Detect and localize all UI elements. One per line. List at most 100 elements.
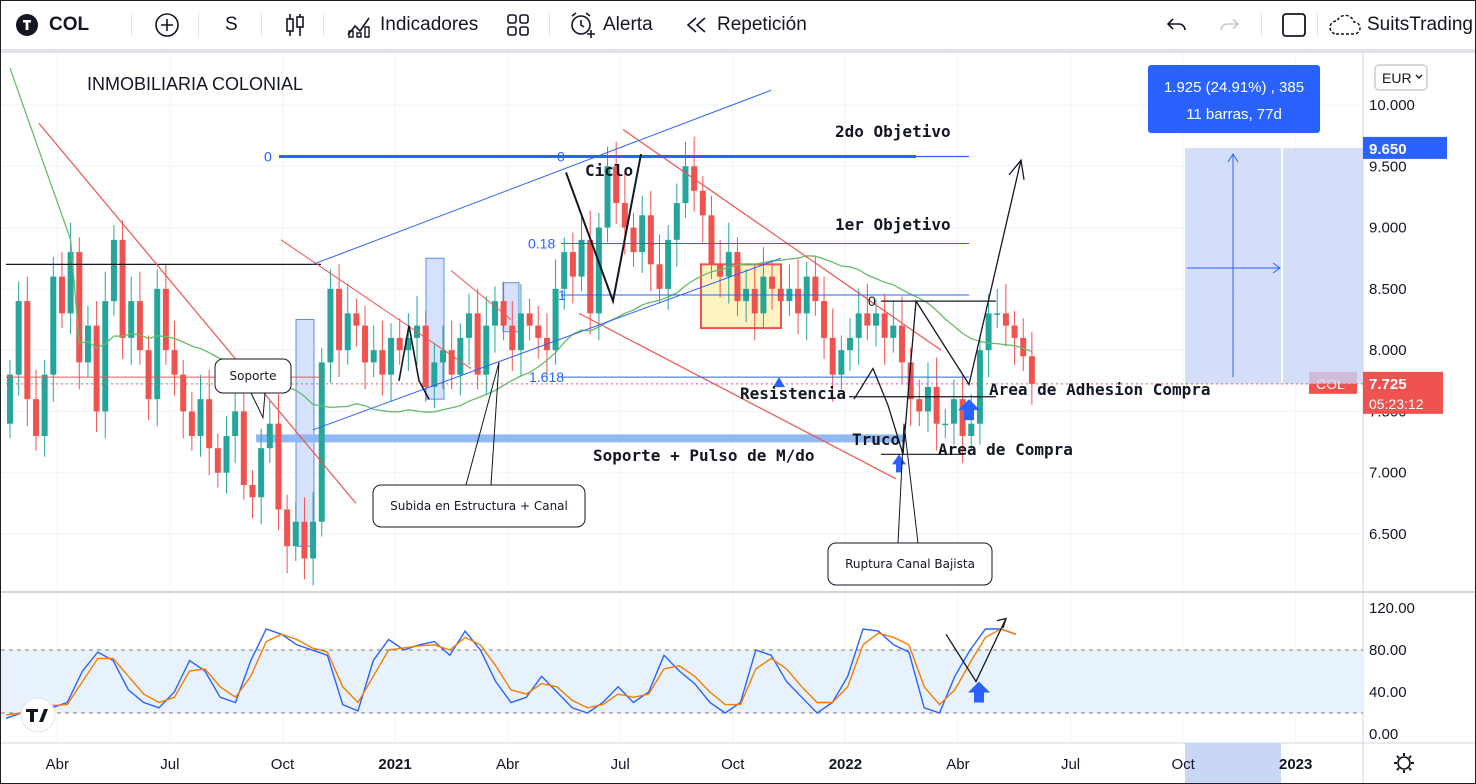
candle-body <box>526 313 533 326</box>
candle-body <box>154 288 161 400</box>
candle-body <box>67 252 74 314</box>
time-tick-label: Abr <box>946 756 969 773</box>
stochastic-axis[interactable]: 0.00 40.00 80.00 120.00 <box>1369 600 1415 743</box>
candle-body <box>942 423 949 426</box>
currency-label: EUR <box>1382 70 1412 86</box>
candle-body <box>275 423 282 510</box>
candle-body <box>725 252 732 277</box>
fib-label-0-left: 0 <box>264 148 272 164</box>
grid-icon <box>507 14 529 36</box>
candle-body <box>916 399 923 412</box>
candle-body <box>665 239 672 289</box>
time-tick-label: Jul <box>611 756 630 773</box>
candle-body <box>734 252 741 302</box>
candle-body <box>829 337 836 375</box>
measure-tooltip <box>1148 65 1320 133</box>
undo-button[interactable] <box>1165 1 1189 49</box>
candle-body <box>180 374 187 412</box>
candle-body <box>457 337 464 375</box>
candle-body <box>465 313 472 338</box>
indicators-button[interactable]: Indicadores <box>345 1 478 49</box>
fullscreen-button[interactable] <box>1281 1 1307 49</box>
measure-box: 1.925 (24.91%) , 385 11 barras, 77d <box>1148 65 1320 378</box>
price-tick-label: 9.000 <box>1369 220 1407 237</box>
replay-button[interactable]: Repetición <box>685 1 807 49</box>
chart-area[interactable]: 6.5007.0007.5008.0008.5009.0009.50010.00… <box>1 53 1475 783</box>
callout-subida: Subida en Estructura + Canal <box>372 362 586 528</box>
indicators-icon <box>347 17 370 38</box>
label-area-compra: Area de Compra <box>938 440 1073 459</box>
candle-body <box>327 288 334 363</box>
label-truco: Truco <box>852 430 900 449</box>
time-tick-label: 2021 <box>378 756 411 773</box>
candle-body <box>102 301 109 412</box>
candle-body <box>344 313 351 351</box>
time-tick-label: 2022 <box>829 756 862 773</box>
time-tick-label: Abr <box>496 756 519 773</box>
currency-dropdown[interactable]: EUR <box>1374 64 1428 91</box>
candle-body <box>440 350 446 363</box>
stochastic-projection-arrow <box>945 617 1007 683</box>
candle-body <box>950 399 957 424</box>
price-tick-label: 8.000 <box>1369 342 1407 359</box>
candle-body <box>188 411 195 436</box>
moving-average-line <box>9 67 1033 413</box>
price-axis[interactable]: 6.5007.0007.5008.0008.5009.0009.50010.00… <box>1309 64 1447 543</box>
replay-label: Repetición <box>717 14 807 35</box>
time-axis[interactable]: Abr Jul Oct 2021 Abr Jul Oct 2022 Abr Jul Oct 2023 <box>46 743 1414 783</box>
downtrend-line-3 <box>450 270 512 320</box>
price-tick-label: 6.500 <box>1369 526 1407 543</box>
chart-type-button[interactable] <box>283 1 307 49</box>
stochastic-indicator <box>5 617 1017 733</box>
plus-circle-icon <box>155 13 179 37</box>
settings-gear-icon[interactable] <box>1394 753 1414 773</box>
candle-body <box>206 399 213 449</box>
candle-body <box>864 313 871 326</box>
top-toolbar: COL S Indicadores Alerta Repetición <box>1 1 1475 53</box>
candle-body <box>162 288 169 351</box>
target-price-label: 9.650 <box>1369 141 1407 158</box>
candle-body <box>431 362 438 387</box>
candle-body <box>595 227 602 314</box>
zigzag-1 <box>398 325 430 400</box>
redo-button[interactable] <box>1217 1 1241 49</box>
measure-line-1: 1.925 (24.91%) , 385 <box>1164 79 1304 96</box>
channel-red-lower <box>578 312 897 480</box>
candle-body <box>1028 356 1035 384</box>
interval-button[interactable]: S <box>225 14 238 35</box>
candle-body <box>258 448 265 498</box>
candle-body <box>119 239 126 338</box>
candle-body <box>821 301 828 338</box>
drawings-back <box>1 147 1363 714</box>
candle-body <box>578 239 585 277</box>
candle-body <box>448 350 455 375</box>
time-tick-label: Oct <box>721 756 745 773</box>
projection-path <box>853 160 1022 455</box>
time-tick-label: Oct <box>271 756 295 773</box>
symbol-search[interactable]: COL <box>15 1 89 49</box>
candle-body <box>388 337 395 375</box>
candle-body <box>907 362 914 400</box>
stochastic-tick-label: 0.00 <box>1369 726 1398 743</box>
candle-body <box>561 252 568 289</box>
candle-body <box>1011 325 1018 338</box>
alert-button[interactable]: Alerta <box>567 1 653 49</box>
redo-icon <box>1220 18 1240 31</box>
indicators-label: Indicadores <box>380 14 479 35</box>
labels: INMOBILIARIA COLONIAL 0 0 0.18 1 1.618 0 2do Ob… <box>87 74 1211 465</box>
gear-tooth <box>1408 755 1412 759</box>
candle-body <box>569 252 576 277</box>
measure-line-2: 11 barras, 77d <box>1186 106 1282 123</box>
candle-body <box>483 325 490 375</box>
compare-button[interactable] <box>153 1 181 49</box>
candle-body <box>682 166 689 204</box>
price-tick-label: 8.500 <box>1369 281 1407 298</box>
cloud-save-button[interactable]: SuitsTrading <box>1327 1 1473 49</box>
candle-body <box>491 301 498 326</box>
candle-body <box>336 288 343 351</box>
callout-ruptura-text: Ruptura Canal Bajista <box>845 557 975 571</box>
label-1er-objetivo: 1er Objetivo <box>835 215 951 234</box>
layouts-button[interactable] <box>505 1 531 49</box>
small-buy-arrow-icon <box>892 454 906 473</box>
